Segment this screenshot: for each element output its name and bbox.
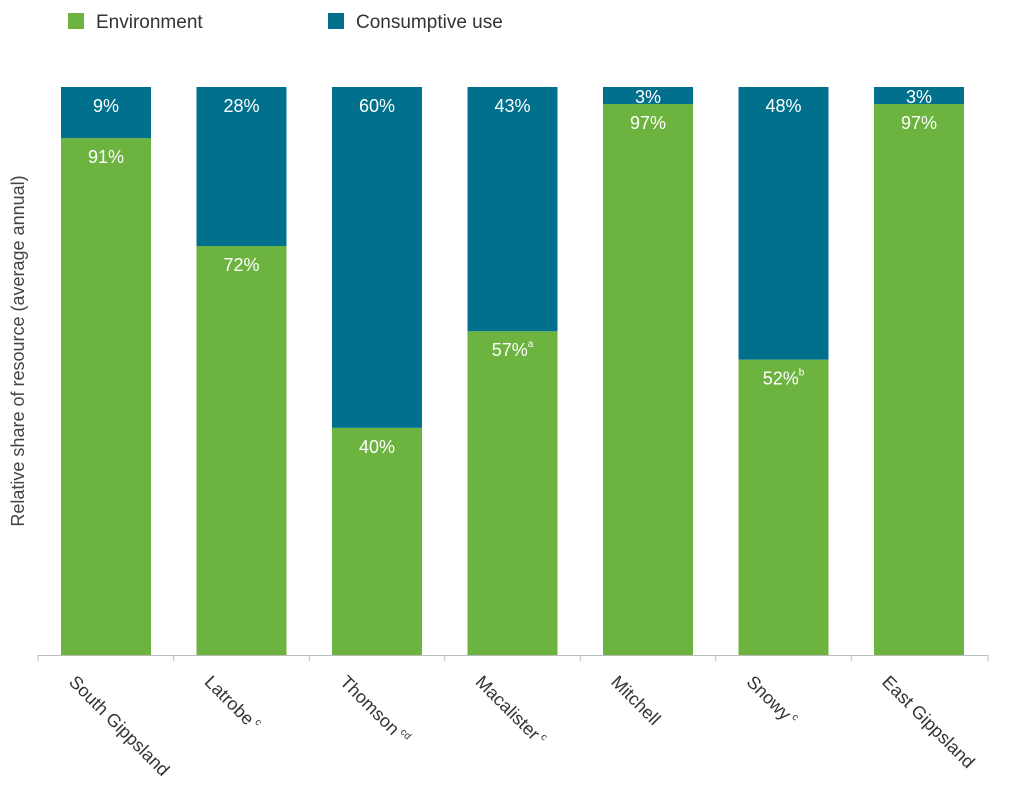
legend-label-environment: Environment (96, 12, 203, 33)
x-tick-label-thomson: Thomsoncd (336, 672, 413, 749)
x-tick-label-macalister: Macalisterc (472, 672, 550, 750)
x-tick-label-east-gippsland: East Gippsland (878, 672, 978, 772)
x-tick-label-south-gippsland: South Gippsland (65, 672, 173, 780)
bar-environment-latrobe (196, 246, 287, 656)
data-label-environment-macalister: 57%a (492, 339, 534, 360)
y-axis-label: Relative share of resource (average annu… (8, 175, 28, 526)
data-label-consumptive-use-mitchell: 3% (635, 87, 661, 107)
x-axis: South Gippsland Latrobec Thomsoncd Macalist… (37, 655, 989, 780)
legend-swatch-environment (68, 13, 84, 29)
bar-environment-mitchell (603, 104, 693, 656)
bar-consumptive-use-snowy (738, 87, 829, 360)
legend-label-consumptive-use: Consumptive use (356, 12, 503, 33)
x-tick-label-mitchell: Mitchell (607, 672, 664, 729)
data-label-environment-south-gippsland: 91% (88, 147, 124, 167)
data-label-environment-snowy: 52%b (763, 368, 805, 389)
bar-consumptive-use-latrobe (196, 87, 287, 247)
bar-consumptive-use-thomson (332, 87, 422, 428)
bar-environment-snowy (738, 359, 829, 655)
data-label-consumptive-use-east-gippsland: 3% (906, 87, 932, 107)
bar-environment-thomson (332, 427, 422, 655)
legend-swatch-consumptive-use (328, 13, 344, 29)
x-tick-label-snowy: Snowyc (743, 672, 801, 730)
legend: Environment Consumptive use (68, 12, 503, 33)
data-label-environment-latrobe: 72% (223, 255, 259, 275)
bar-consumptive-use-east-gippsland (874, 87, 964, 105)
bar-environment-macalister (467, 331, 558, 655)
bar-consumptive-use-macalister (467, 87, 558, 332)
data-label-environment-thomson: 40% (359, 437, 395, 457)
data-label-environment-mitchell: 97% (630, 113, 666, 133)
y-axis-label-group: Relative share of resource (average annu… (8, 175, 28, 526)
x-tick-label-latrobe: Latrobec (201, 672, 264, 735)
data-label-environment-east-gippsland: 97% (901, 113, 937, 133)
bar-environment-east-gippsland (874, 104, 964, 656)
bar-consumptive-use-south-gippsland (61, 87, 151, 139)
bar-consumptive-use-mitchell (603, 87, 693, 105)
data-label-consumptive-use-south-gippsland: 9% (93, 96, 119, 116)
bars: 91% 9% 72% 28% 40% 60% 57%a 43% 97% 3% 52%b 48% 97% 3… (61, 87, 964, 656)
data-label-consumptive-use-latrobe: 28% (223, 96, 259, 116)
data-label-consumptive-use-macalister: 43% (494, 96, 530, 116)
data-label-consumptive-use-thomson: 60% (359, 96, 395, 116)
bar-environment-south-gippsland (61, 138, 151, 655)
data-label-consumptive-use-snowy: 48% (765, 96, 801, 116)
